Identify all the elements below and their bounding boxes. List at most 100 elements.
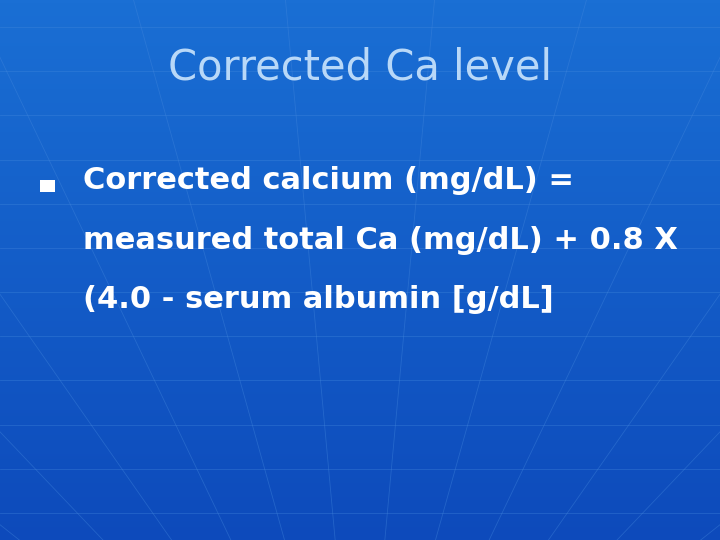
Bar	[0, 375, 720, 378]
Bar	[0, 127, 720, 130]
Bar	[0, 324, 720, 327]
Bar	[0, 267, 720, 270]
Bar	[0, 273, 720, 275]
Bar	[0, 275, 720, 278]
Bar	[0, 143, 720, 146]
Bar	[0, 46, 720, 49]
Bar	[0, 289, 720, 292]
Bar	[0, 270, 720, 273]
Bar	[0, 475, 720, 478]
Bar	[0, 178, 720, 181]
Bar	[0, 49, 720, 51]
Bar	[0, 105, 720, 108]
Bar	[0, 22, 720, 24]
Bar	[0, 32, 720, 35]
Bar	[0, 240, 720, 243]
Bar	[0, 176, 720, 178]
Bar	[0, 184, 720, 186]
Bar	[0, 486, 720, 489]
Bar	[0, 472, 720, 475]
Bar	[0, 386, 720, 389]
Bar	[0, 221, 720, 224]
Bar	[0, 89, 720, 92]
Bar	[0, 238, 720, 240]
Bar	[0, 154, 720, 157]
Bar	[0, 497, 720, 500]
Bar	[0, 173, 720, 176]
Bar	[0, 354, 720, 356]
Bar	[0, 73, 720, 76]
Bar	[0, 140, 720, 143]
Bar	[0, 167, 720, 170]
Bar	[0, 94, 720, 97]
Bar	[0, 340, 720, 343]
Text: Corrected calcium (mg/dL) =: Corrected calcium (mg/dL) =	[83, 166, 574, 195]
Bar	[0, 529, 720, 532]
Bar	[0, 505, 720, 508]
Bar	[0, 513, 720, 516]
Bar	[0, 305, 720, 308]
Bar	[0, 429, 720, 432]
Bar	[0, 251, 720, 254]
Bar	[0, 421, 720, 424]
Bar	[0, 338, 720, 340]
Bar	[0, 81, 720, 84]
Bar	[0, 478, 720, 481]
Bar	[0, 181, 720, 184]
Bar	[0, 448, 720, 451]
Bar	[0, 100, 720, 103]
Bar	[0, 370, 720, 373]
Bar	[0, 502, 720, 505]
Bar	[0, 224, 720, 227]
Bar	[0, 170, 720, 173]
Bar	[0, 397, 720, 400]
Bar	[0, 437, 720, 440]
Bar	[0, 11, 720, 14]
Bar	[0, 489, 720, 491]
Bar	[0, 103, 720, 105]
Bar	[0, 157, 720, 159]
Bar	[0, 310, 720, 313]
Bar	[0, 378, 720, 381]
Bar	[0, 19, 720, 22]
Bar	[0, 235, 720, 238]
Bar	[0, 148, 720, 151]
Bar	[0, 427, 720, 429]
Bar	[0, 38, 720, 40]
Bar	[0, 130, 720, 132]
Bar	[0, 159, 720, 162]
Bar	[0, 470, 720, 472]
Bar	[0, 405, 720, 408]
Bar	[0, 435, 720, 437]
Bar	[0, 413, 720, 416]
Bar	[0, 367, 720, 370]
Bar	[0, 256, 720, 259]
Bar	[0, 364, 720, 367]
Bar	[0, 119, 720, 122]
Bar	[0, 0, 720, 3]
Bar	[0, 165, 720, 167]
Bar	[0, 108, 720, 111]
Bar	[0, 259, 720, 262]
Bar	[0, 348, 720, 351]
Bar	[0, 424, 720, 427]
Bar	[0, 351, 720, 354]
Bar	[0, 232, 720, 235]
Text: Corrected Ca level: Corrected Ca level	[168, 46, 552, 89]
Bar	[0, 402, 720, 405]
Bar	[0, 265, 720, 267]
Bar	[0, 292, 720, 294]
Text: measured total Ca (mg/dL) + 0.8 X: measured total Ca (mg/dL) + 0.8 X	[83, 226, 678, 255]
Bar	[0, 14, 720, 16]
Bar	[0, 254, 720, 256]
Bar	[0, 332, 720, 335]
Bar	[0, 464, 720, 467]
Bar	[0, 230, 720, 232]
Bar	[0, 62, 720, 65]
Bar	[0, 262, 720, 265]
Bar	[0, 24, 720, 27]
Bar	[0, 532, 720, 535]
Bar	[40, 180, 55, 192]
Bar	[0, 57, 720, 59]
Bar	[0, 278, 720, 281]
